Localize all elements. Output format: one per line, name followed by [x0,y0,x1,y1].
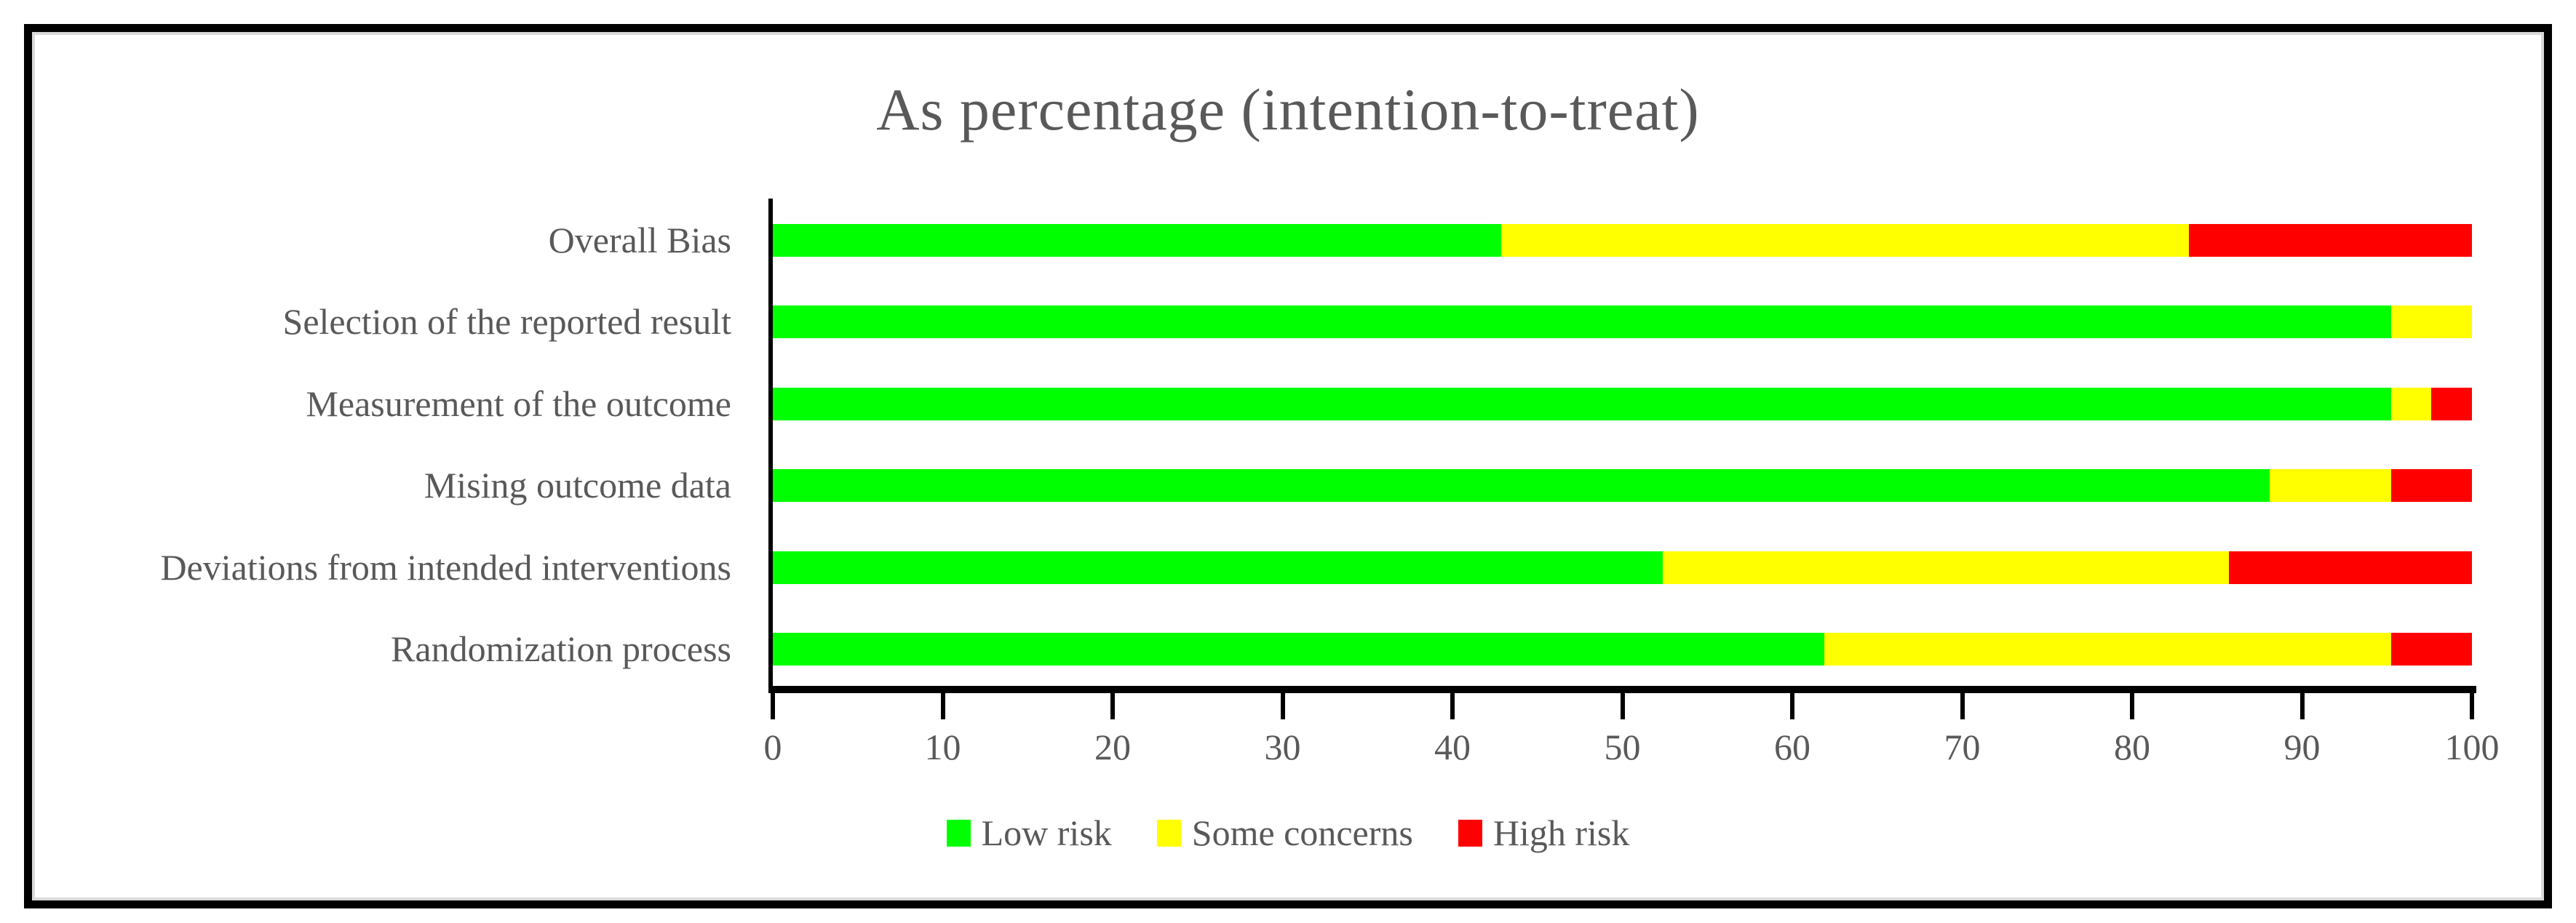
x-axis-tick-label: 90 [2283,727,2321,767]
bar-segment-low-risk [773,633,1825,666]
x-axis-tick-label: 100 [2444,727,2500,767]
x-axis-tick-label: 20 [1094,727,1131,767]
bar-segment-high-risk [2188,224,2472,257]
bar-row [773,305,2472,339]
legend-item-high-risk: High risk [1458,812,1630,854]
bar-segment-some-concerns [1663,551,2230,584]
chart-inner-border [32,32,2544,900]
legend-swatch-icon [1458,819,1482,847]
category-label: Mising outcome data [424,465,731,506]
legend-label: High risk [1492,812,1630,853]
bar-segment-low-risk [773,551,1663,584]
x-axis-tick-label: 0 [763,727,782,767]
x-axis-tick-label: 70 [1944,727,1981,767]
bar-segment-some-concerns [1500,224,2189,257]
bar-segment-low-risk [773,387,2391,420]
bar-segment-some-concerns [2390,387,2432,420]
chart-title: As percentage (intention-to-treat) [876,76,1700,143]
legend-swatch-icon [946,819,971,847]
category-label: Measurement of the outcome [306,383,731,424]
bar-row [773,551,2472,584]
x-axis-tick [2130,693,2134,719]
category-label: Overall Bias [548,220,731,260]
bar-segment-high-risk [2431,387,2472,420]
legend-label: Some concerns [1191,812,1413,853]
bar-row [773,469,2472,503]
bar-segment-some-concerns [2270,469,2391,503]
bar-segment-low-risk [773,224,1501,257]
x-axis-tick [1280,693,1285,719]
bar-segment-high-risk [2390,633,2472,666]
x-axis-tick [1110,693,1115,719]
x-axis-tick [1450,693,1455,719]
x-axis-tick [1960,693,1965,719]
legend-item-low-risk: Low risk [946,812,1112,854]
bar-segment-low-risk [773,305,2391,339]
x-axis-tick [940,693,945,719]
legend-label: Low risk [981,812,1112,853]
x-axis-tick [771,693,775,719]
category-label: Randomization process [391,628,731,669]
x-axis-tick-label: 50 [1604,727,1641,767]
x-axis-tick-label: 80 [2114,727,2150,767]
x-axis-tick [1790,693,1794,719]
bar-segment-low-risk [773,469,2270,503]
y-axis-line [768,199,773,693]
x-axis-tick [2299,693,2305,719]
x-axis-tick-label: 30 [1264,727,1301,767]
category-label: Selection of the reported result [282,301,731,343]
figure-frame [24,24,2552,908]
x-axis-tick [1620,693,1625,719]
category-label: Deviations from intended interventions [160,546,731,588]
bar-row [773,633,2472,666]
legend-item-some-concerns: Some concerns [1156,812,1413,854]
x-axis-tick-label: 10 [924,727,961,767]
x-axis-tick [2470,693,2474,719]
x-axis-tick-label: 60 [1774,727,1810,767]
bar-segment-high-risk [2390,469,2472,503]
legend: Low risk Some concerns High risk [32,812,2544,854]
bar-segment-some-concerns [1824,633,2391,666]
legend-swatch-icon [1156,819,1181,847]
x-axis-line [768,686,2476,693]
bar-row [773,224,2472,257]
bar-segment-some-concerns [2390,305,2472,339]
x-axis-tick-label: 40 [1434,727,1471,767]
bar-segment-high-risk [2229,551,2472,584]
bar-row [773,387,2472,420]
